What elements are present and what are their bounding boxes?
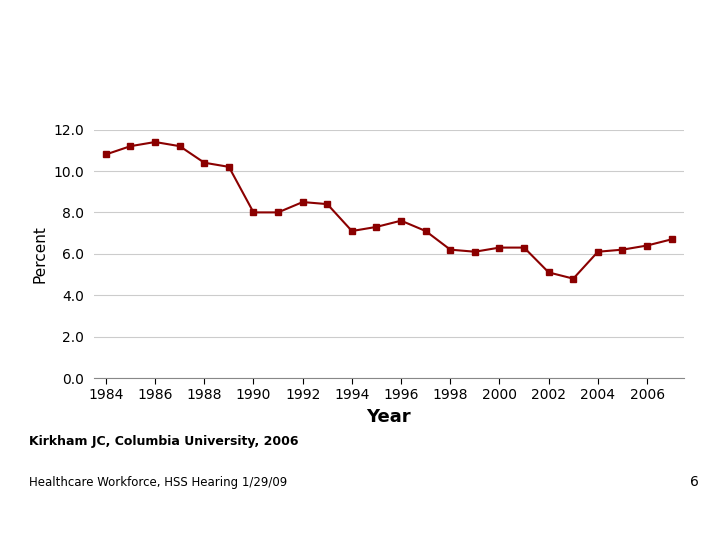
Text: Healthcare Workforce, HSS Hearing 1/29/09: Healthcare Workforce, HSS Hearing 1/29/0… bbox=[29, 476, 287, 489]
X-axis label: Year: Year bbox=[366, 408, 411, 426]
Text: 6: 6 bbox=[690, 475, 698, 489]
Text: % US Med School Grads Entering: % US Med School Grads Entering bbox=[141, 26, 579, 51]
Text: Kirkham JC, Columbia University, 2006: Kirkham JC, Columbia University, 2006 bbox=[29, 435, 298, 449]
Text: General Surgery Residencies: General Surgery Residencies bbox=[168, 77, 552, 101]
Y-axis label: Percent: Percent bbox=[32, 225, 48, 283]
